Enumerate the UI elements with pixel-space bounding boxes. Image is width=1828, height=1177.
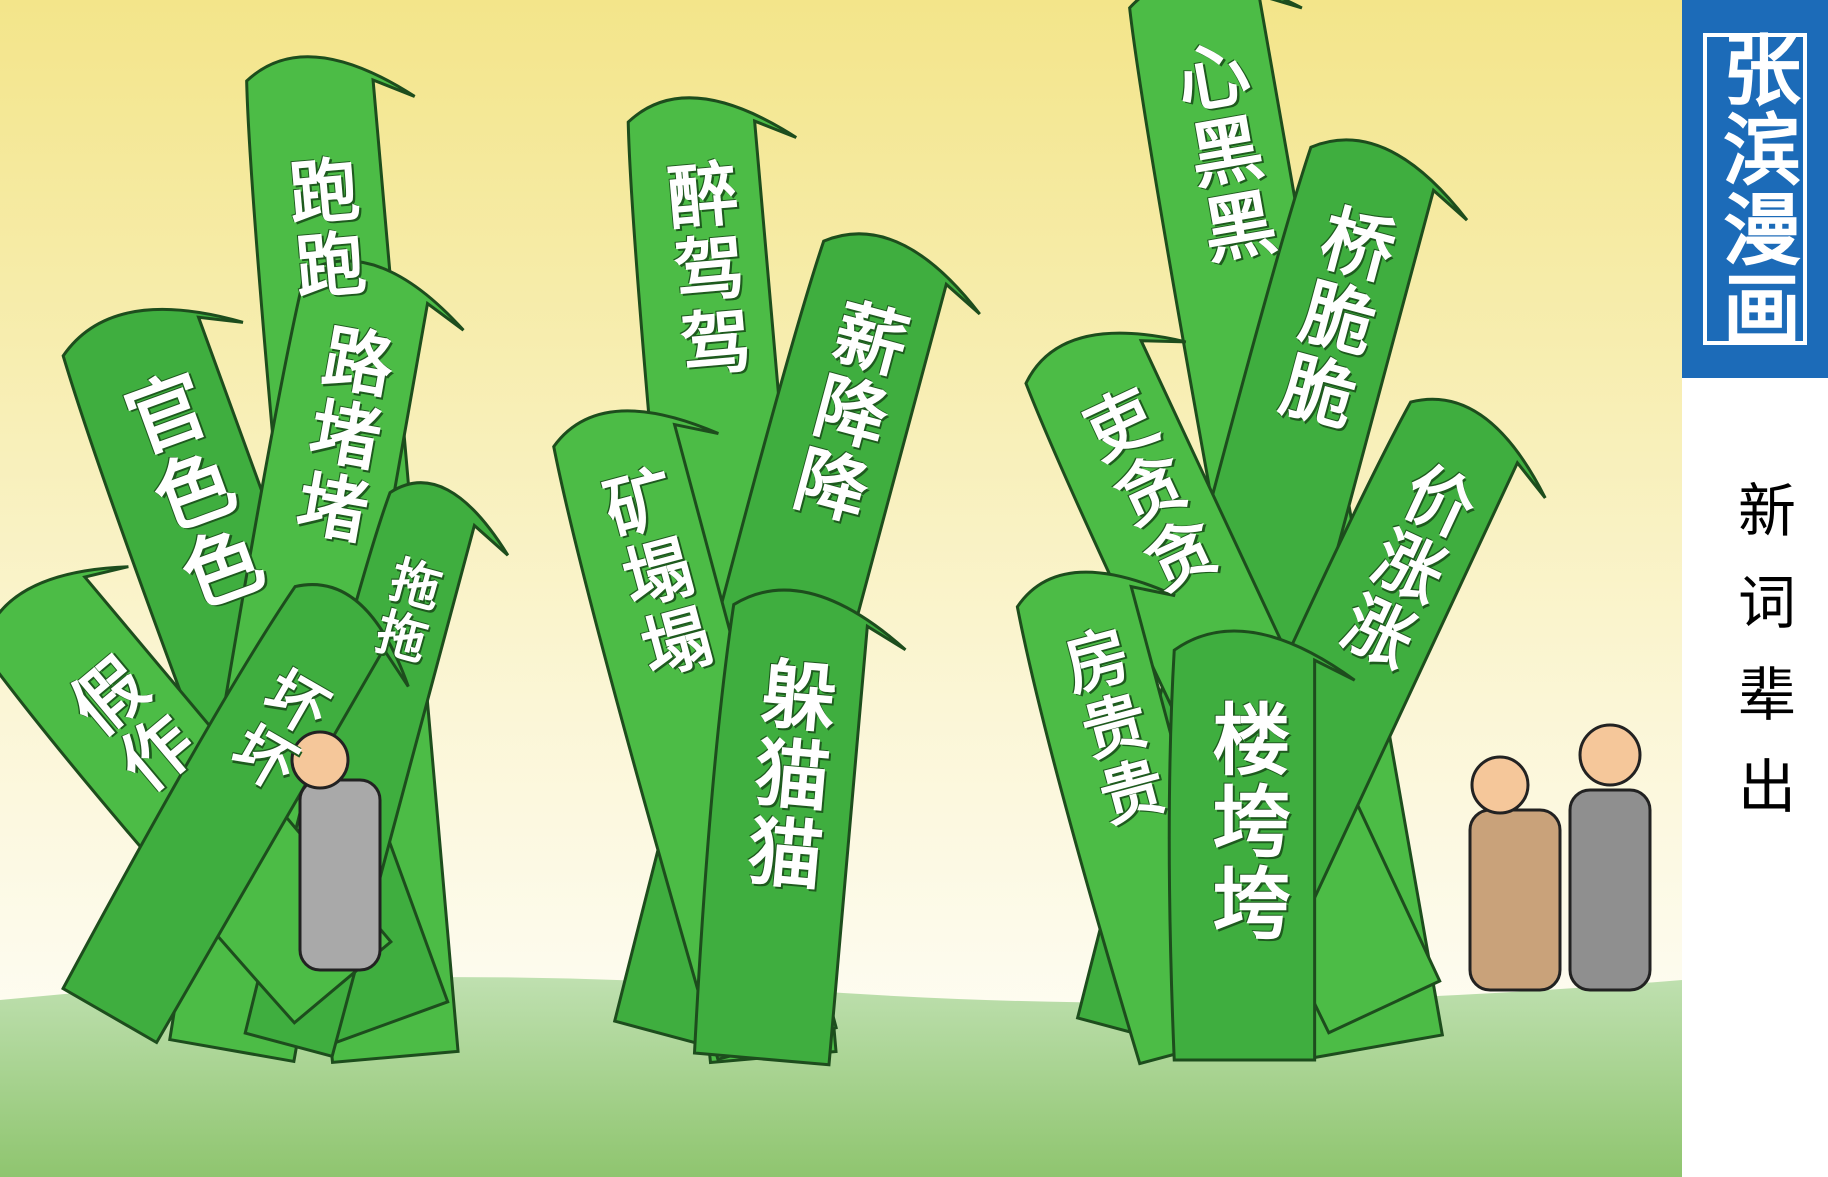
leaf-label: 躲猫猫 (731, 652, 841, 897)
caption: 新词辈出 (1728, 480, 1796, 848)
banner: 张滨漫画 (1682, 0, 1828, 378)
man-suit-head (1578, 723, 1642, 787)
people (290, 723, 1652, 992)
leaf (692, 588, 907, 1067)
leaf (61, 583, 410, 1045)
leaf (1167, 629, 1356, 1062)
man-brown-head (1470, 755, 1530, 815)
man-suit (1568, 788, 1652, 992)
leaf-label: 楼垮垮 (1199, 698, 1290, 945)
plants (0, 0, 1547, 1067)
man-brown (1468, 808, 1562, 992)
man-grey-head (290, 730, 350, 790)
illustration (0, 0, 1682, 1177)
leaf-label: 跑跑 (275, 151, 370, 307)
man-grey (298, 778, 382, 972)
author: 张滨漫画 (1699, 29, 1811, 349)
leaf-label: 醉驾驾 (653, 155, 755, 385)
